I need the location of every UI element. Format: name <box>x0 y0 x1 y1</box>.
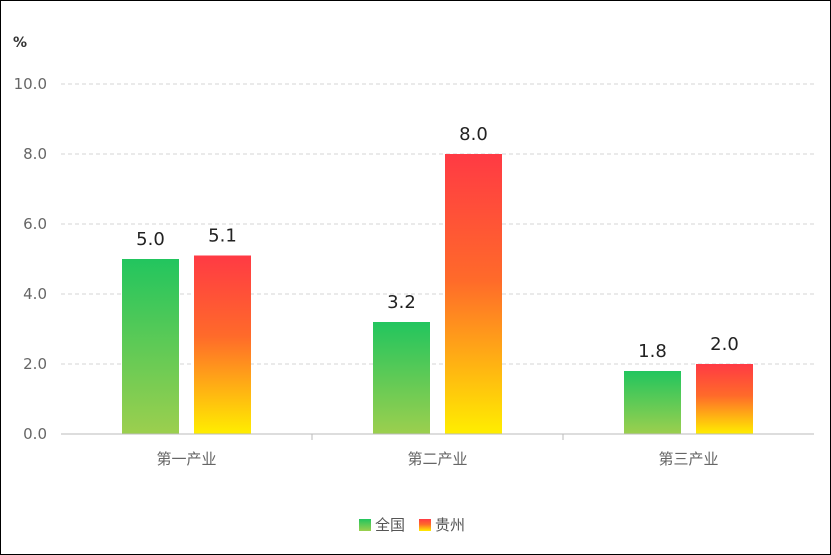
y-tick-label: 10.0 <box>14 75 47 93</box>
data-label: 3.2 <box>387 292 416 313</box>
bar-全国 <box>122 259 179 434</box>
data-label: 1.8 <box>638 341 667 362</box>
y-unit-label: % <box>13 35 27 51</box>
legend-label: 贵州 <box>435 516 465 534</box>
y-tick-label: 2.0 <box>23 355 47 373</box>
data-labels: 5.0 5.1 3.2 8.0 1.8 2.0 <box>136 124 739 362</box>
y-tick-label: 6.0 <box>23 215 47 233</box>
y-axis-ticks: 0.0 2.0 4.0 6.0 8.0 10.0 <box>14 75 47 443</box>
legend-swatch <box>419 519 431 531</box>
x-axis: 第一产业 第二产业 第三产业 <box>61 433 814 468</box>
x-tick-label: 第二产业 <box>407 450 467 468</box>
x-tick-label: 第一产业 <box>156 450 216 468</box>
bars <box>122 154 753 434</box>
data-label: 5.1 <box>208 226 237 247</box>
y-tick-label: 4.0 <box>23 285 47 303</box>
bar-贵州 <box>445 154 502 434</box>
legend-label: 全国 <box>375 516 405 534</box>
data-label: 8.0 <box>459 124 488 145</box>
y-tick-label: 0.0 <box>23 425 47 443</box>
legend: 全国 贵州 <box>359 516 465 534</box>
bar-全国 <box>624 371 681 434</box>
bar-贵州 <box>194 255 251 434</box>
x-tick-label: 第三产业 <box>658 450 718 468</box>
legend-swatch <box>359 519 371 531</box>
bar-全国 <box>373 322 430 434</box>
bar-贵州 <box>696 364 753 434</box>
data-label: 5.0 <box>136 229 165 250</box>
data-label: 2.0 <box>710 334 739 355</box>
y-tick-label: 8.0 <box>23 145 47 163</box>
